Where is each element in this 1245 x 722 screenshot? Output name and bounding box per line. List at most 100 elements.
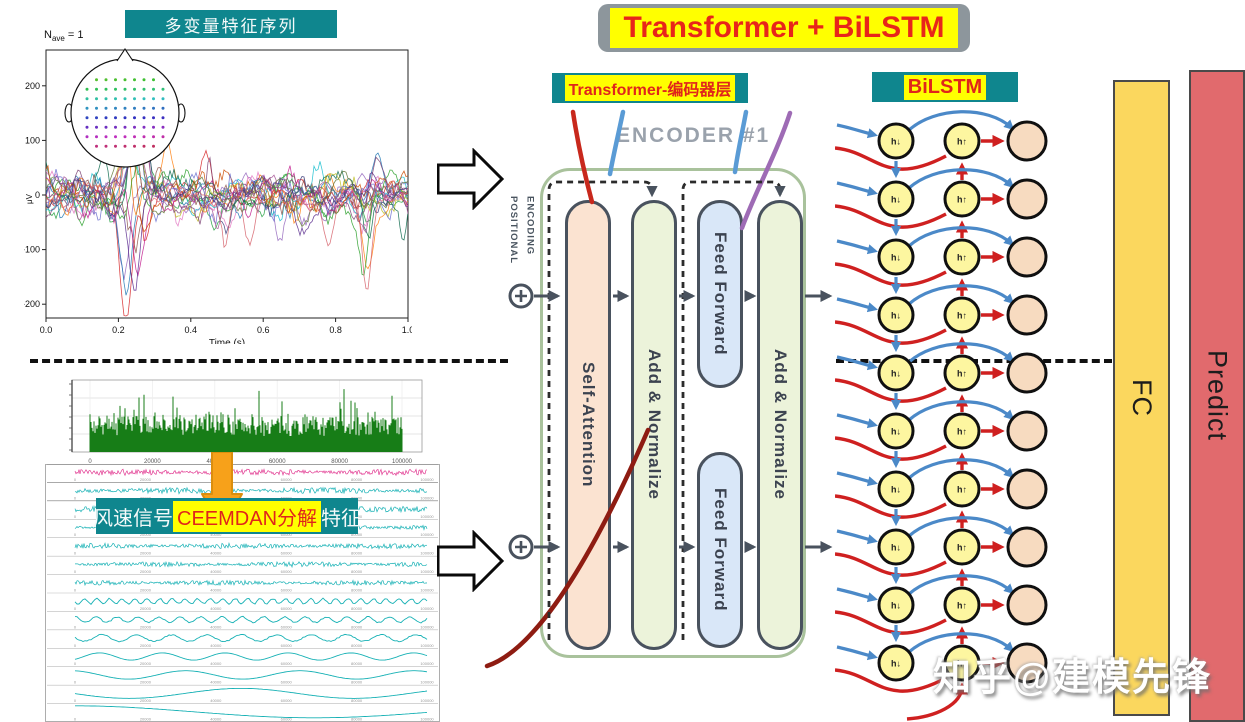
svg-text:60000: 60000 <box>281 643 293 648</box>
svg-text:80000: 80000 <box>351 661 363 666</box>
svg-text:100000: 100000 <box>420 532 434 537</box>
svg-text:h↑: h↑ <box>957 543 967 553</box>
svg-text:0: 0 <box>74 643 77 648</box>
svg-text:60000: 60000 <box>269 459 286 465</box>
svg-text:20000: 20000 <box>140 717 152 722</box>
feed-forward-block-bottom: Feed Forward <box>697 452 743 648</box>
bilstm-section-label: BiLSTM <box>872 72 1018 102</box>
svg-text:100: 100 <box>25 135 40 145</box>
svg-text:h↓: h↓ <box>891 253 901 263</box>
svg-text:h↓: h↓ <box>891 659 901 669</box>
svg-text:40000: 40000 <box>210 532 222 537</box>
svg-text:80000: 80000 <box>351 551 363 556</box>
svg-text:20000: 20000 <box>140 495 152 500</box>
svg-text:0: 0 <box>74 532 77 537</box>
svg-text:0: 0 <box>74 680 77 685</box>
svg-text:h↓: h↓ <box>891 195 901 205</box>
svg-text:100000: 100000 <box>420 661 434 666</box>
svg-text:h↓: h↓ <box>891 369 901 379</box>
svg-text:80000: 80000 <box>351 643 363 648</box>
svg-text:80000: 80000 <box>351 680 363 685</box>
svg-text:0: 0 <box>74 551 77 556</box>
plus-glyphs <box>515 290 527 553</box>
svg-text:0: 0 <box>35 190 40 200</box>
svg-text:h↑: h↑ <box>957 253 967 263</box>
svg-text:100000: 100000 <box>420 495 434 500</box>
svg-text:0: 0 <box>74 717 77 722</box>
svg-text:20000: 20000 <box>140 643 152 648</box>
svg-text:80000: 80000 <box>351 717 363 722</box>
svg-text:μV: μV <box>25 193 34 204</box>
svg-text:0.2: 0.2 <box>112 325 125 335</box>
svg-text:100000: 100000 <box>420 624 434 629</box>
svg-text:100000: 100000 <box>420 588 434 593</box>
svg-text:40000: 40000 <box>210 606 222 611</box>
svg-text:80000: 80000 <box>351 532 363 537</box>
svg-text:0: 0 <box>74 606 77 611</box>
eeg-traces <box>46 61 408 317</box>
predict-layer-bar: Predict <box>1189 70 1245 722</box>
svg-text:0.0: 0.0 <box>40 325 53 335</box>
svg-text:Time (s): Time (s) <box>209 338 245 344</box>
svg-text:100000: 100000 <box>420 698 434 703</box>
svg-text:h↓: h↓ <box>891 485 901 495</box>
positional-encoding-label: POSITIONAL ENCODING <box>508 196 536 265</box>
svg-text:60000: 60000 <box>281 495 293 500</box>
svg-text:0: 0 <box>74 477 77 482</box>
svg-text:h↓: h↓ <box>891 543 901 553</box>
svg-text:h↑: h↑ <box>957 485 967 495</box>
svg-text:100000: 100000 <box>420 606 434 611</box>
svg-text:20000: 20000 <box>140 624 152 629</box>
svg-text:60000: 60000 <box>281 532 293 537</box>
watermark: 知乎@建模先锋 <box>933 657 1213 699</box>
svg-text:-200: -200 <box>24 299 40 309</box>
svg-text:40000: 40000 <box>210 588 222 593</box>
svg-text:20000: 20000 <box>140 680 152 685</box>
svg-text:h↓: h↓ <box>891 601 901 611</box>
svg-text:40000: 40000 <box>210 624 222 629</box>
svg-text:40000: 40000 <box>210 661 222 666</box>
svg-text:80000: 80000 <box>331 459 348 465</box>
svg-text:80000: 80000 <box>351 588 363 593</box>
svg-text:h↓: h↓ <box>891 427 901 437</box>
ceemdan-label-pre: 风速信号 <box>93 507 173 530</box>
svg-text:40000: 40000 <box>210 680 222 685</box>
svg-text:20000: 20000 <box>140 661 152 666</box>
svg-text:h↓: h↓ <box>891 311 901 321</box>
svg-text:h↑: h↑ <box>957 311 967 321</box>
svg-text:h↑: h↑ <box>957 195 967 205</box>
svg-text:60000: 60000 <box>281 717 293 722</box>
svg-text:-100: -100 <box>24 245 40 255</box>
svg-text:60000: 60000 <box>281 569 293 574</box>
right-arrow-icon-top <box>437 148 505 210</box>
svg-text:60000: 60000 <box>281 698 293 703</box>
bilstm-cells: h↓ h↑ h↓ h↑ h↓ h↑ h↓ h↑ h↓ h↑ h↓ h↑ h↓ h↑ h↓ h↑ h↓ h↑ h↓ h↑ <box>877 120 1048 684</box>
feed-forward-block-top: Feed Forward <box>697 200 743 388</box>
transformer-section-label: Transformer-编码器层 <box>552 73 748 103</box>
encoder-number-label: ENCODER #1 <box>616 124 771 147</box>
svg-text:20000: 20000 <box>140 606 152 611</box>
svg-text:40000: 40000 <box>210 643 222 648</box>
svg-text:200: 200 <box>25 81 40 91</box>
svg-text:60000: 60000 <box>281 551 293 556</box>
svg-text:100000: 100000 <box>420 551 434 556</box>
svg-text:20000: 20000 <box>140 551 152 556</box>
ceemdan-panel-label: 风速信号 CEEMDAN分解 特征 <box>93 498 361 534</box>
ceemdan-label-highlight: CEEMDAN分解 <box>173 500 322 532</box>
svg-text:100000: 100000 <box>392 459 413 465</box>
svg-text:60000: 60000 <box>281 661 293 666</box>
main-title-text: Transformer + BiLSTM <box>609 8 959 48</box>
svg-text:h↑: h↑ <box>957 601 967 611</box>
svg-text:h↑: h↑ <box>957 137 967 147</box>
svg-text:40000: 40000 <box>210 569 222 574</box>
svg-text:80000: 80000 <box>351 477 363 482</box>
svg-text:100000: 100000 <box>420 680 434 685</box>
svg-text:h↓: h↓ <box>891 137 901 147</box>
wind-speed-series <box>89 389 403 452</box>
svg-text:100000: 100000 <box>420 514 434 519</box>
fc-layer-bar: FC <box>1113 80 1170 716</box>
svg-text:h↑: h↑ <box>957 427 967 437</box>
svg-text:80000: 80000 <box>351 698 363 703</box>
